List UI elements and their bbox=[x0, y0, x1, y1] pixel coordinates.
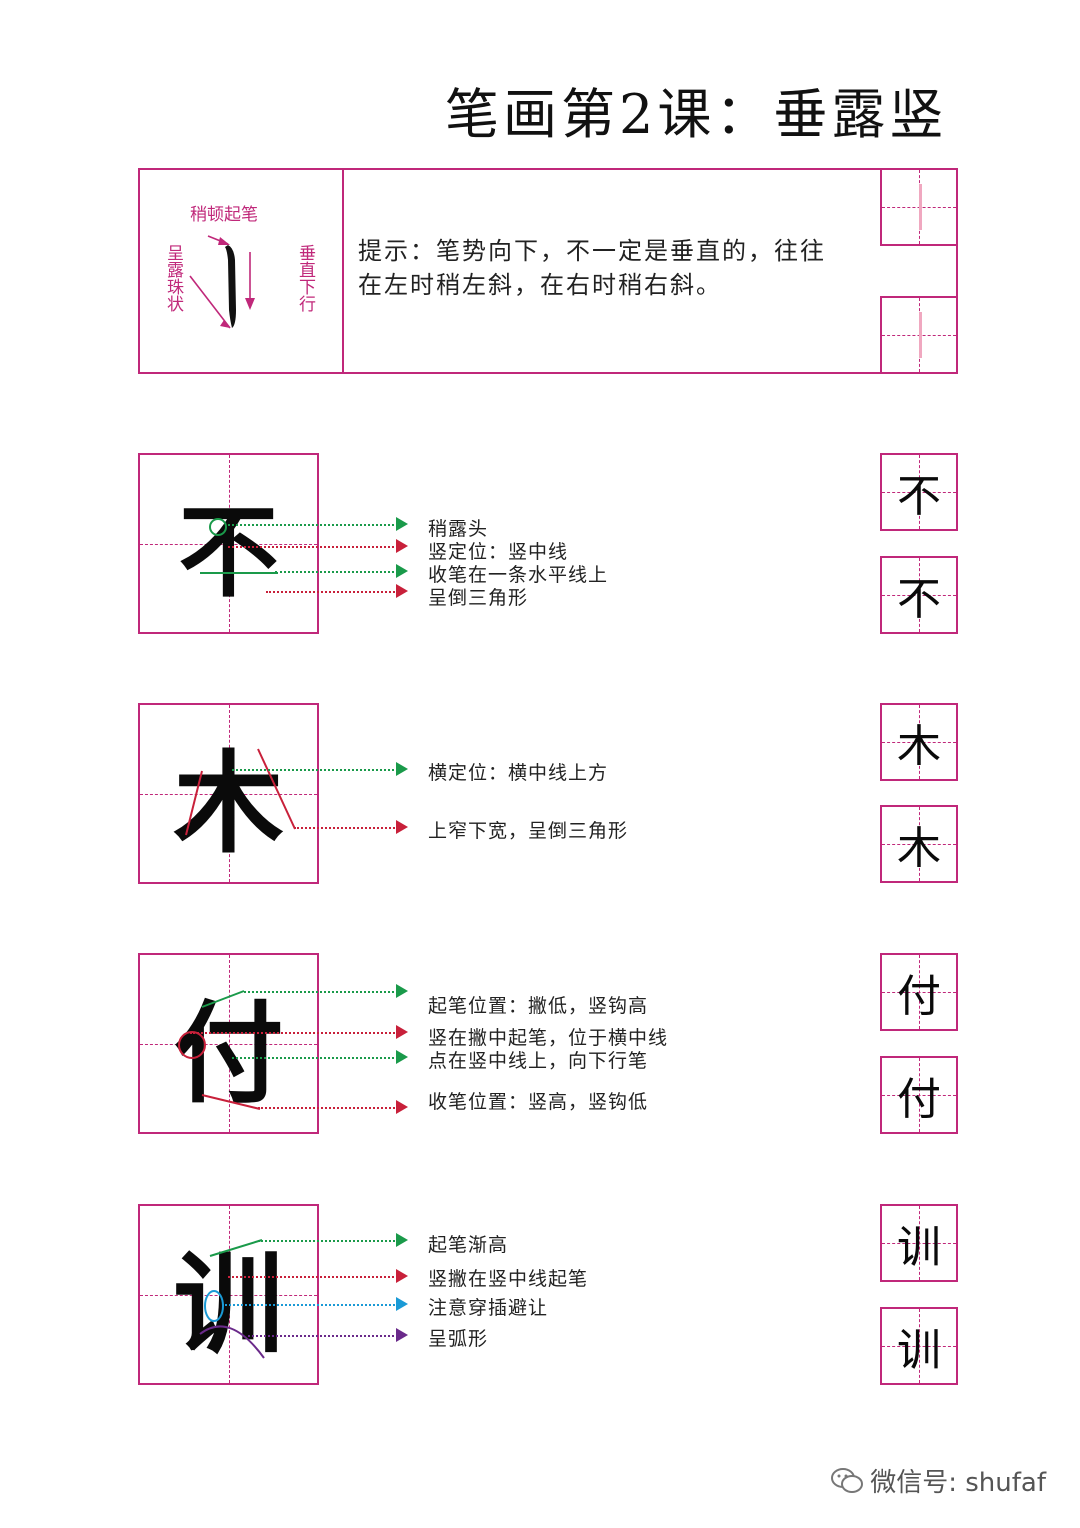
example-box-mu: 木 bbox=[138, 703, 319, 884]
practice-char-xun-2: 训 bbox=[897, 1325, 941, 1376]
example-char-fu: 付 bbox=[173, 988, 284, 1118]
example-box-fu: 付 bbox=[138, 953, 319, 1134]
example-char-bu: 不 bbox=[178, 493, 279, 611]
example-box-xun: 训 bbox=[138, 1204, 319, 1385]
practice-char-bu-2: 不 bbox=[897, 574, 941, 625]
annotation-fu-3: 点在竖中线上，向下行笔 bbox=[428, 1050, 649, 1072]
dew-shape-label: 呈露珠状 bbox=[163, 244, 183, 312]
annotation-bu-4: 呈倒三角形 bbox=[428, 587, 529, 609]
annotation-fu-2: 竖在撇中起笔，位于横中线 bbox=[428, 1027, 669, 1049]
practice-box-xun-1: 训 bbox=[880, 1204, 958, 1282]
wechat-icon bbox=[831, 1467, 864, 1493]
straight-down-label: 垂直下行 bbox=[295, 244, 315, 312]
annotation-xun-1: 起笔渐高 bbox=[428, 1234, 509, 1256]
tip-text: 提示：笔势向下，不一定是垂直的，往往 在左时稍左斜，在右时稍右斜。 bbox=[358, 234, 858, 302]
practice-box-intro-2 bbox=[880, 296, 958, 374]
watermark-text: 微信号: shufaf bbox=[870, 1468, 1046, 1498]
practice-box-intro-1 bbox=[880, 168, 958, 246]
intro-panel bbox=[138, 168, 958, 374]
practice-char-bu-1: 不 bbox=[897, 471, 941, 522]
annotation-mu-1: 横定位：横中线上方 bbox=[428, 762, 609, 784]
practice-box-fu-2: 付 bbox=[880, 1056, 958, 1134]
annotation-bu-2: 竖定位：竖中线 bbox=[428, 541, 569, 563]
page-title: 笔画第2课：垂露竖 bbox=[445, 83, 948, 146]
practice-char-fu-1: 付 bbox=[897, 971, 941, 1022]
example-box-bu: 不 bbox=[138, 453, 319, 634]
annotation-mu-2: 上窄下宽，呈倒三角形 bbox=[428, 820, 629, 842]
annotation-xun-4: 呈弧形 bbox=[428, 1328, 489, 1350]
practice-box-mu-2: 木 bbox=[880, 805, 958, 883]
intro-divider bbox=[342, 168, 344, 374]
wechat-watermark: 微信号: shufaf bbox=[830, 1462, 1046, 1499]
annotation-xun-3: 注意穿插避让 bbox=[428, 1297, 549, 1319]
practice-char-xun-1: 训 bbox=[897, 1222, 941, 1273]
stroke-start-label: 稍顿起笔 bbox=[190, 205, 258, 225]
annotation-fu-1: 起笔位置：撇低，竖钩高 bbox=[428, 995, 649, 1017]
practice-char-mu-1: 木 bbox=[897, 721, 941, 772]
practice-box-fu-1: 付 bbox=[880, 953, 958, 1031]
tip-line-1: 提示：笔势向下，不一定是垂直的，往往 bbox=[358, 237, 826, 265]
practice-box-xun-2: 训 bbox=[880, 1307, 958, 1385]
annotation-fu-4: 收笔位置：竖高，竖钩低 bbox=[428, 1091, 649, 1113]
practice-box-bu-2: 不 bbox=[880, 556, 958, 634]
practice-char-mu-2: 木 bbox=[897, 823, 941, 874]
practice-box-mu-1: 木 bbox=[880, 703, 958, 781]
example-char-mu: 木 bbox=[173, 738, 284, 868]
practice-box-bu-1: 不 bbox=[880, 453, 958, 531]
tip-line-2: 在左时稍左斜，在右时稍右斜。 bbox=[358, 271, 722, 299]
annotation-bu-1: 稍露头 bbox=[428, 518, 489, 540]
annotation-bu-3: 收笔在一条水平线上 bbox=[428, 564, 609, 586]
practice-char-fu-2: 付 bbox=[897, 1074, 941, 1125]
stroke-diagram bbox=[189, 235, 255, 329]
annotation-xun-2: 竖撇在竖中线起笔 bbox=[428, 1268, 589, 1290]
